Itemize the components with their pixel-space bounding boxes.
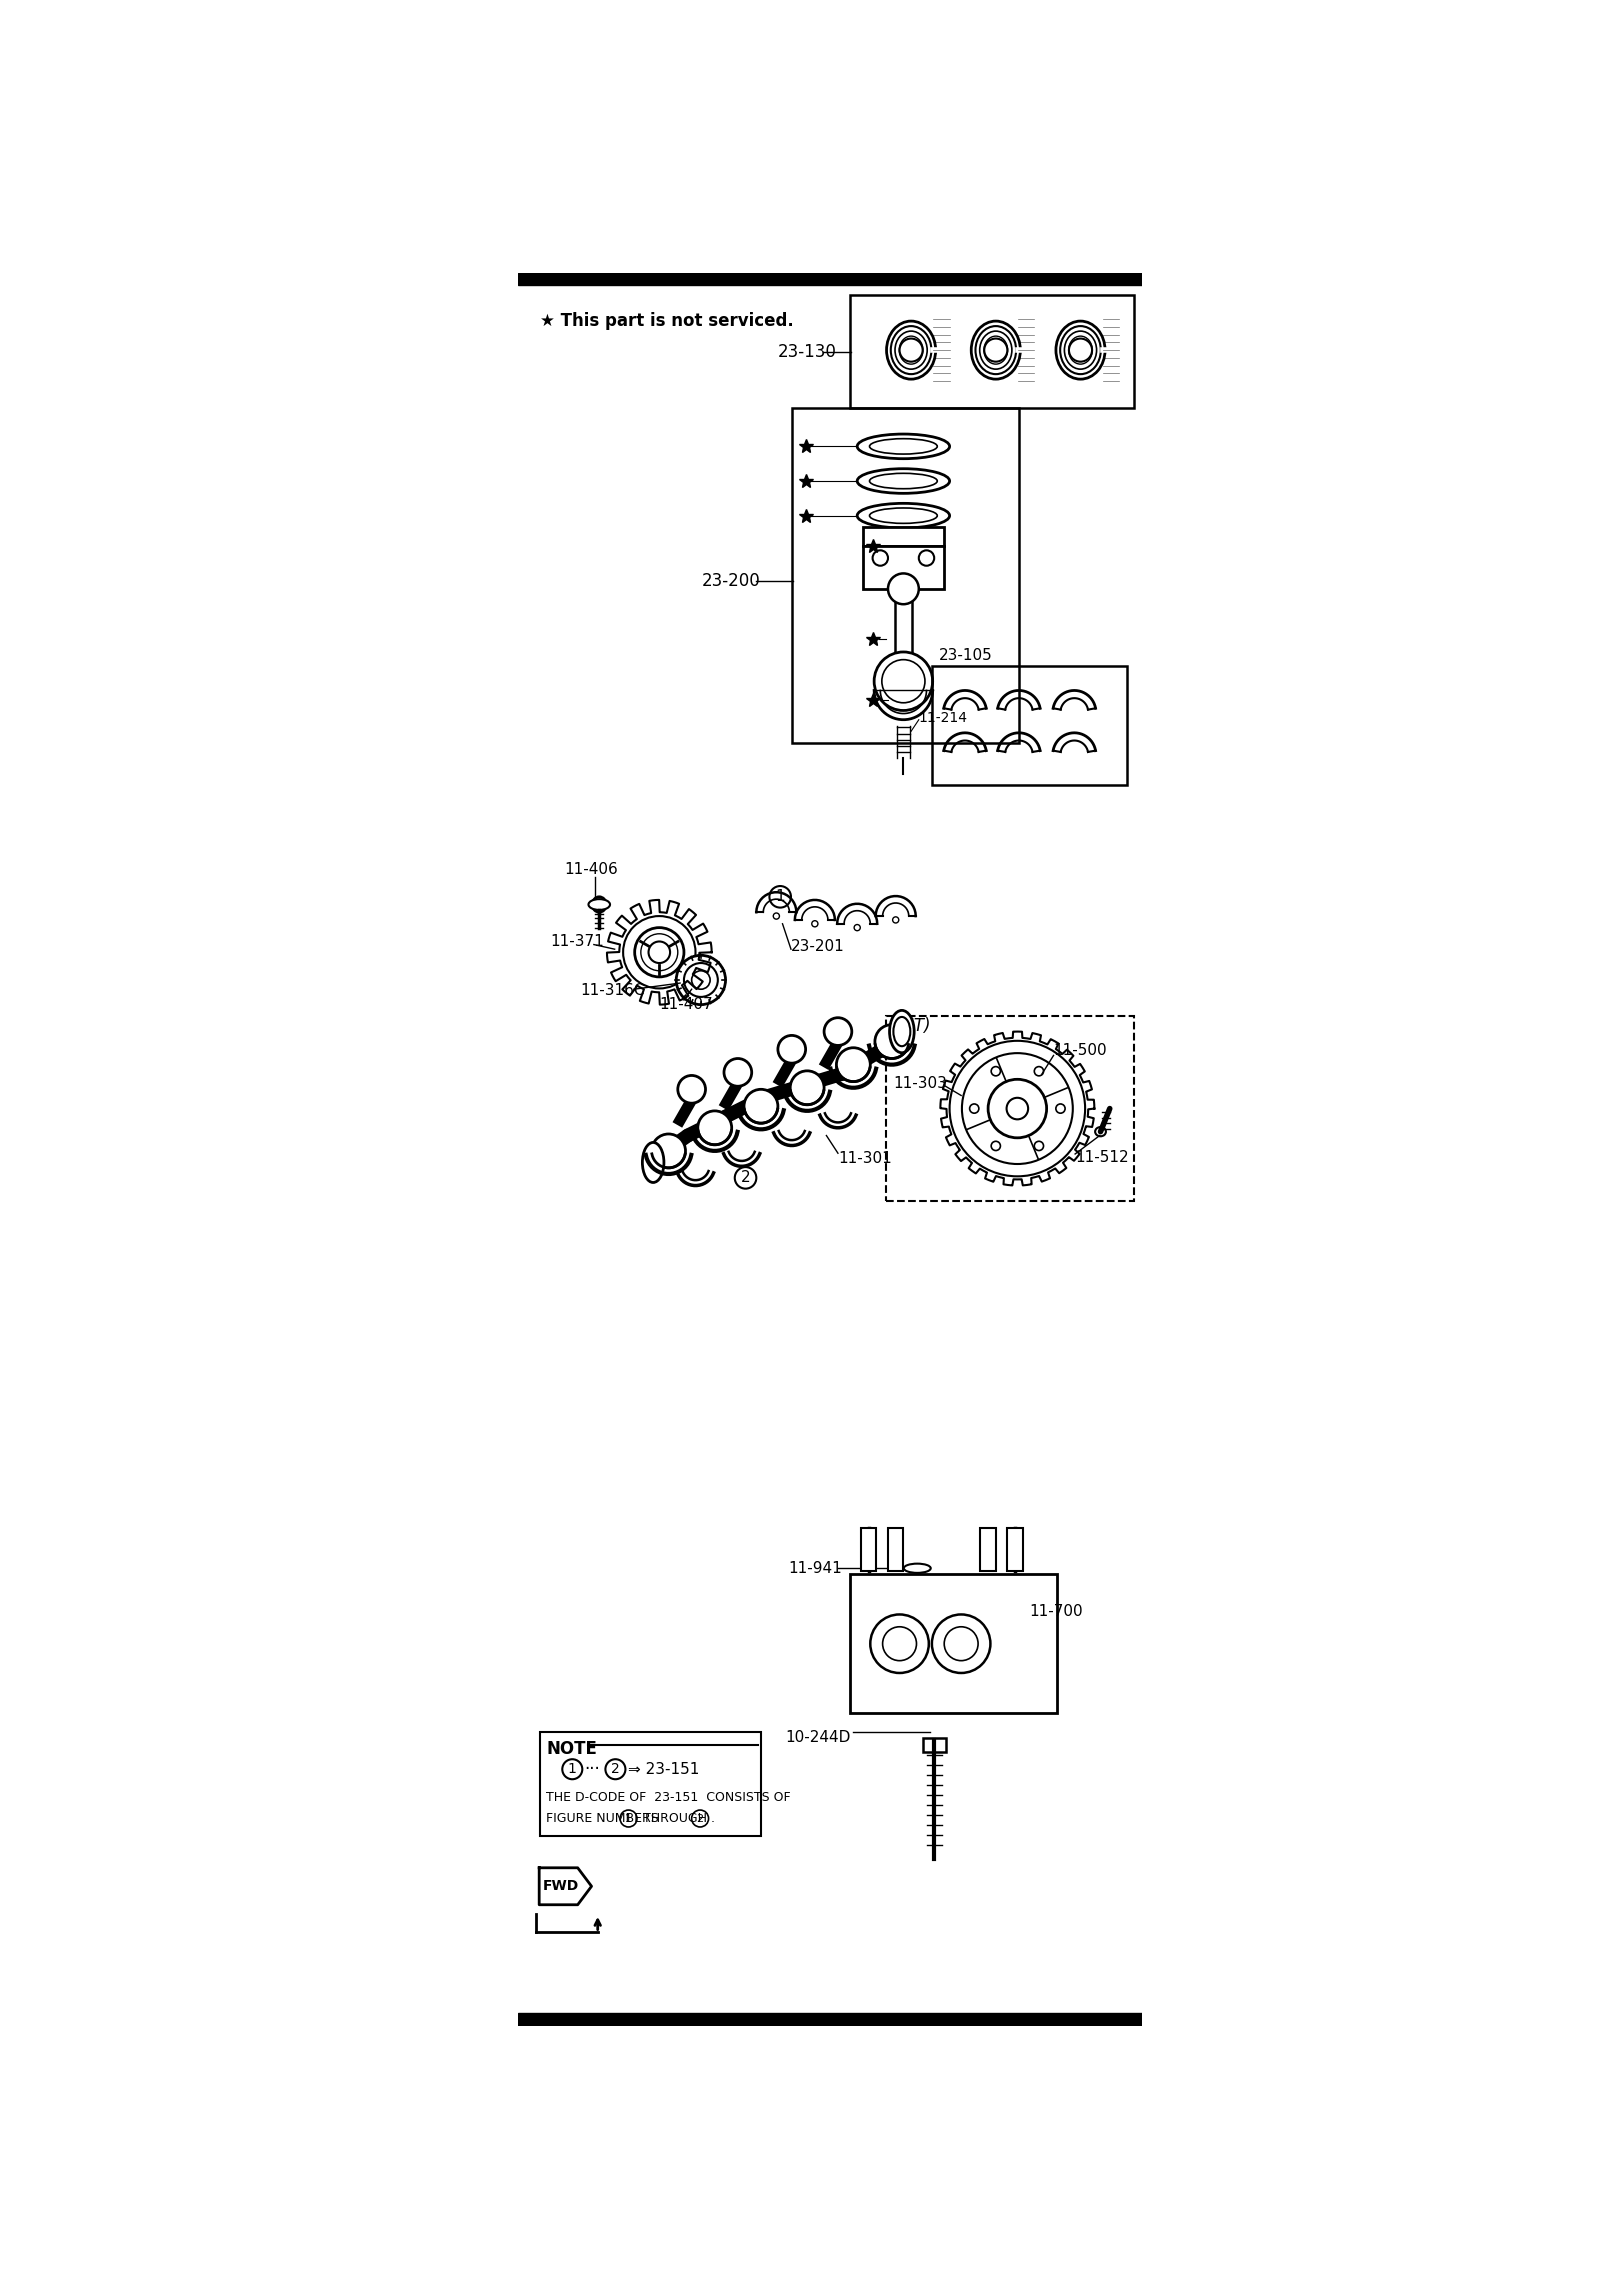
Text: 23-200: 23-200 [701, 571, 760, 589]
Circle shape [854, 924, 860, 931]
Text: 2: 2 [611, 1762, 620, 1775]
Text: 11-406: 11-406 [565, 863, 619, 876]
Text: (MT): (MT) [894, 1017, 932, 1036]
Bar [931, 667, 1126, 785]
Text: 11-512: 11-512 [1076, 1149, 1129, 1165]
Circle shape [991, 1140, 1001, 1152]
Text: NOTE: NOTE [546, 1739, 598, 1757]
Circle shape [676, 956, 726, 1004]
Circle shape [773, 913, 779, 920]
Ellipse shape [643, 1143, 664, 1184]
Text: 23-130: 23-130 [778, 344, 838, 360]
Text: 11-500: 11-500 [1053, 1042, 1106, 1058]
Text: 11-214: 11-214 [919, 710, 967, 726]
Circle shape [635, 929, 684, 976]
Text: THROUGH: THROUGH [638, 1812, 711, 1825]
Bar [792, 407, 1019, 742]
Circle shape [893, 917, 899, 924]
Text: THE D-CODE OF  23-151  CONSISTS OF: THE D-CODE OF 23-151 CONSISTS OF [546, 1791, 791, 1805]
Bar [863, 546, 944, 589]
Ellipse shape [889, 1011, 914, 1054]
Text: .: . [710, 1812, 714, 1825]
Circle shape [970, 1104, 978, 1113]
Circle shape [899, 339, 923, 362]
Bar [894, 589, 912, 681]
Text: 23-105: 23-105 [940, 649, 993, 662]
Bar [539, 1732, 761, 1837]
Text: 11-407: 11-407 [659, 997, 713, 1013]
Circle shape [888, 574, 919, 603]
Text: FIGURE NUMBERS: FIGURE NUMBERS [546, 1812, 663, 1825]
Text: 11-371: 11-371 [551, 933, 604, 949]
Ellipse shape [1095, 1127, 1106, 1136]
Circle shape [791, 1070, 825, 1104]
Circle shape [825, 1017, 852, 1045]
Circle shape [698, 1111, 732, 1145]
Circle shape [778, 1036, 805, 1063]
Text: ⇒ 23-151: ⇒ 23-151 [627, 1762, 700, 1778]
Bar [888, 1527, 904, 1570]
Text: FWD: FWD [543, 1880, 578, 1894]
Text: 11-301: 11-301 [838, 1152, 891, 1165]
Bar [862, 1527, 876, 1570]
Circle shape [988, 1079, 1047, 1138]
Text: ★ This part is not serviced.: ★ This part is not serviced. [539, 312, 794, 330]
Circle shape [1056, 1104, 1064, 1113]
Circle shape [1034, 1140, 1043, 1152]
Bar [886, 1015, 1134, 1202]
Text: 23-201: 23-201 [791, 940, 844, 954]
Bar [1008, 1527, 1022, 1570]
Circle shape [836, 1047, 870, 1081]
Circle shape [651, 1133, 685, 1168]
Circle shape [991, 1067, 1001, 1077]
Circle shape [1069, 339, 1092, 362]
Bar [980, 1527, 996, 1570]
Bar [849, 294, 1134, 407]
Bar [849, 1575, 1058, 1714]
Text: 11-941: 11-941 [787, 1561, 842, 1575]
Circle shape [931, 1614, 990, 1673]
Circle shape [1034, 1067, 1043, 1077]
Circle shape [870, 1614, 928, 1673]
Bar [863, 528, 944, 546]
Text: 2: 2 [697, 1814, 703, 1823]
Text: 10-244D: 10-244D [784, 1730, 850, 1746]
Ellipse shape [904, 1564, 931, 1573]
Circle shape [875, 1024, 909, 1058]
Ellipse shape [588, 899, 611, 910]
Text: 11-303: 11-303 [893, 1077, 948, 1090]
Text: 11-316C: 11-316C [580, 983, 645, 999]
Circle shape [677, 1077, 706, 1104]
Text: 1: 1 [569, 1762, 577, 1775]
Text: 1: 1 [625, 1814, 632, 1823]
Text: ···: ··· [585, 1759, 601, 1778]
Text: 11-700: 11-700 [1029, 1605, 1082, 1618]
Bar [518, 273, 1142, 284]
Circle shape [985, 339, 1008, 362]
Circle shape [875, 651, 933, 710]
Circle shape [744, 1090, 778, 1122]
Text: 1: 1 [776, 890, 786, 904]
Bar [518, 2014, 1142, 2026]
Circle shape [724, 1058, 752, 1086]
Bar [923, 1737, 946, 1753]
Circle shape [812, 922, 818, 926]
Text: 2: 2 [740, 1170, 750, 1186]
Ellipse shape [593, 897, 606, 913]
Polygon shape [539, 1869, 591, 1905]
